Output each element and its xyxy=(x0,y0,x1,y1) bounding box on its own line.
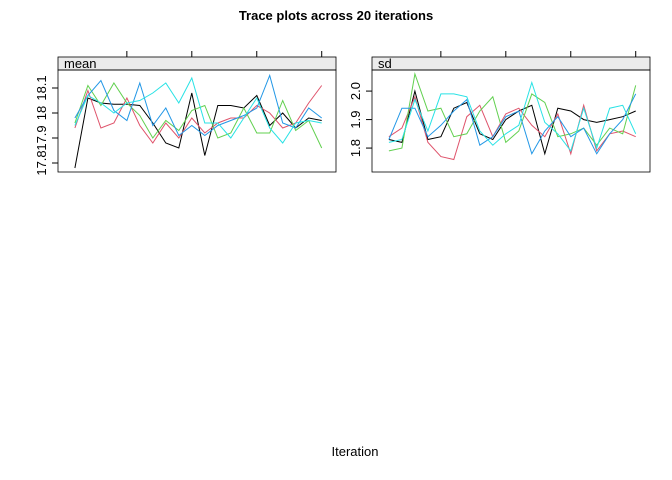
trace-line xyxy=(388,95,636,161)
trace-line xyxy=(74,82,323,149)
strip xyxy=(371,56,651,71)
trace-line xyxy=(74,73,323,137)
trace-line xyxy=(388,89,636,156)
trace-line xyxy=(388,93,637,156)
trace-line xyxy=(388,72,637,152)
y-tick-label: 2.0 xyxy=(348,82,363,100)
strip-label: mean xyxy=(64,56,97,71)
y-tick-label: 17.8 xyxy=(34,150,49,175)
strip-label: sd xyxy=(378,56,392,71)
x-axis-label: Iteration xyxy=(332,444,379,459)
panel: sd 1.8 1.9 2.0 xyxy=(348,51,651,173)
trace-line xyxy=(74,85,323,144)
trace-line xyxy=(74,76,322,144)
y-tick-label: 1.8 xyxy=(348,139,363,157)
trace-line xyxy=(388,80,637,152)
y-tick-label: 18.1 xyxy=(34,75,49,100)
panel: mean 17.817.9 18 18.1 xyxy=(34,51,337,176)
chart-title: Trace plots across 20 iterations xyxy=(239,8,433,23)
y-tick-label: 18 xyxy=(34,106,49,120)
panel-frame xyxy=(371,69,651,173)
y-tick-label: 17.9 xyxy=(34,125,49,150)
panel-frame xyxy=(57,69,337,173)
y-tick-label: 1.9 xyxy=(348,111,363,129)
strip xyxy=(57,56,337,71)
